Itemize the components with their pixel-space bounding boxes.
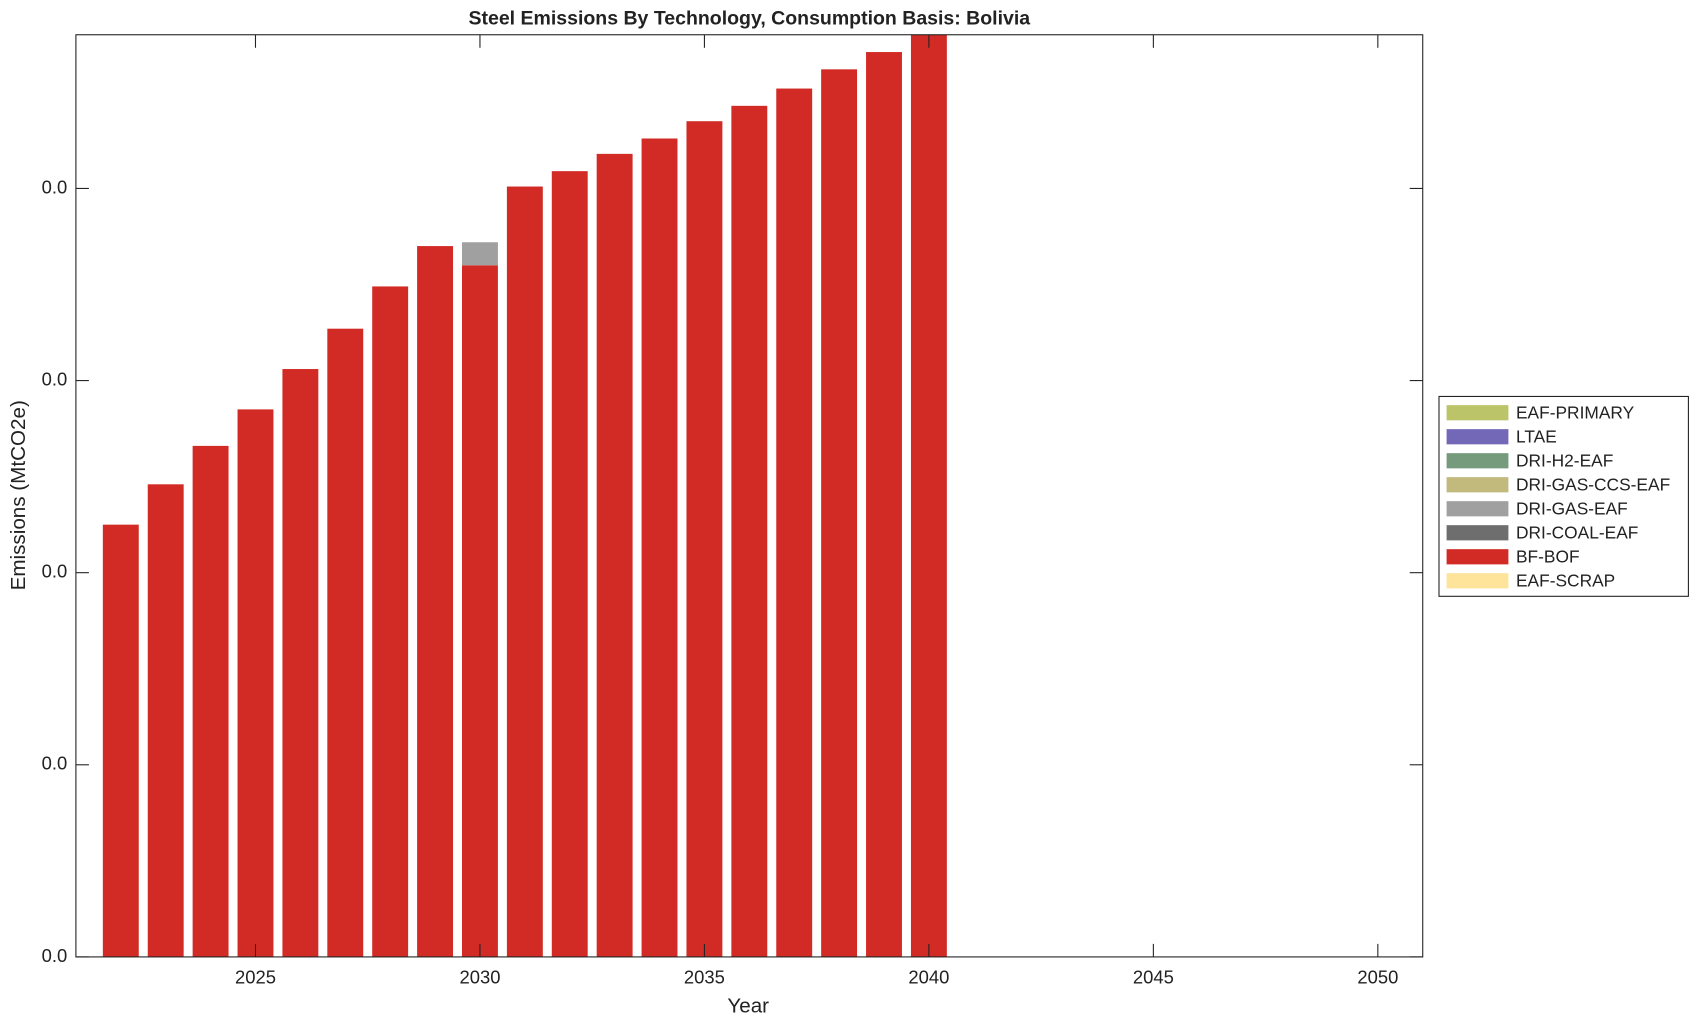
bar-segment xyxy=(282,369,319,957)
legend-swatch xyxy=(1446,573,1509,589)
bar-segment xyxy=(372,286,409,957)
bar-segment xyxy=(461,242,498,266)
legend-label: DRI-H2-EAF xyxy=(1516,450,1613,470)
x-tick-label: 2050 xyxy=(1357,967,1398,988)
legend-swatch xyxy=(1446,477,1509,493)
legend-swatch xyxy=(1446,429,1509,445)
legend-label: EAF-PRIMARY xyxy=(1516,402,1635,422)
y-axis-label: Emissions (MtCO2e) xyxy=(7,400,30,590)
bar-segment xyxy=(686,121,723,957)
axes: 0.0 0.0 0.0 0.0 0.0 2025 2030 2035 2040 2045 2050 xyxy=(42,34,1423,988)
y-tick-label: 0.0 xyxy=(42,945,68,966)
y-tick-label: 0.0 xyxy=(42,368,68,389)
x-axis-label: Year xyxy=(727,994,769,1017)
bar-segment xyxy=(417,246,454,957)
legend-label: DRI-GAS-EAF xyxy=(1516,498,1628,518)
bar-segment xyxy=(147,484,184,957)
bar-segment xyxy=(596,153,633,957)
legend-label: EAF-SCRAP xyxy=(1516,570,1615,590)
bar-segment xyxy=(910,34,947,957)
legend: EAF-PRIMARY LTAE DRI-H2-EAF DRI-GAS-CCS-EAF… xyxy=(1438,395,1689,597)
y-tick-label: 0.0 xyxy=(42,561,68,582)
bar-segment xyxy=(551,171,588,957)
bar-segment xyxy=(866,52,902,957)
legend-swatch xyxy=(1446,405,1509,421)
legend-label: BF-BOF xyxy=(1516,546,1580,566)
legend-label: DRI-COAL-EAF xyxy=(1516,522,1638,542)
legend-swatch xyxy=(1446,525,1509,541)
bar-segment xyxy=(731,105,768,957)
bar-segment xyxy=(506,186,543,957)
bar-segment xyxy=(461,265,498,957)
legend-label: LTAE xyxy=(1516,426,1557,446)
legend-swatch xyxy=(1446,549,1509,565)
legend-swatch xyxy=(1446,453,1509,469)
plot-frame xyxy=(75,34,1424,958)
x-tick-label: 2030 xyxy=(459,967,500,988)
legend-swatch xyxy=(1446,501,1509,517)
y-tick-label: 0.0 xyxy=(42,753,68,774)
x-tick-label: 2025 xyxy=(235,967,276,988)
legend-label: DRI-GAS-CCS-EAF xyxy=(1516,474,1670,494)
bar-segment xyxy=(192,445,229,957)
x-tick-label: 2035 xyxy=(684,967,725,988)
bars xyxy=(102,34,947,957)
bar-segment xyxy=(776,88,813,957)
bar-segment xyxy=(327,328,364,957)
y-tick-label: 0.0 xyxy=(42,176,68,197)
bar-segment xyxy=(102,524,139,957)
chart-title: Steel Emissions By Technology, Consumpti… xyxy=(469,8,1031,30)
x-tick-label: 2040 xyxy=(908,967,949,988)
bar-segment xyxy=(641,138,678,957)
x-tick-label: 2045 xyxy=(1133,967,1174,988)
bar-segment xyxy=(237,409,274,957)
bar-segment xyxy=(821,69,858,957)
